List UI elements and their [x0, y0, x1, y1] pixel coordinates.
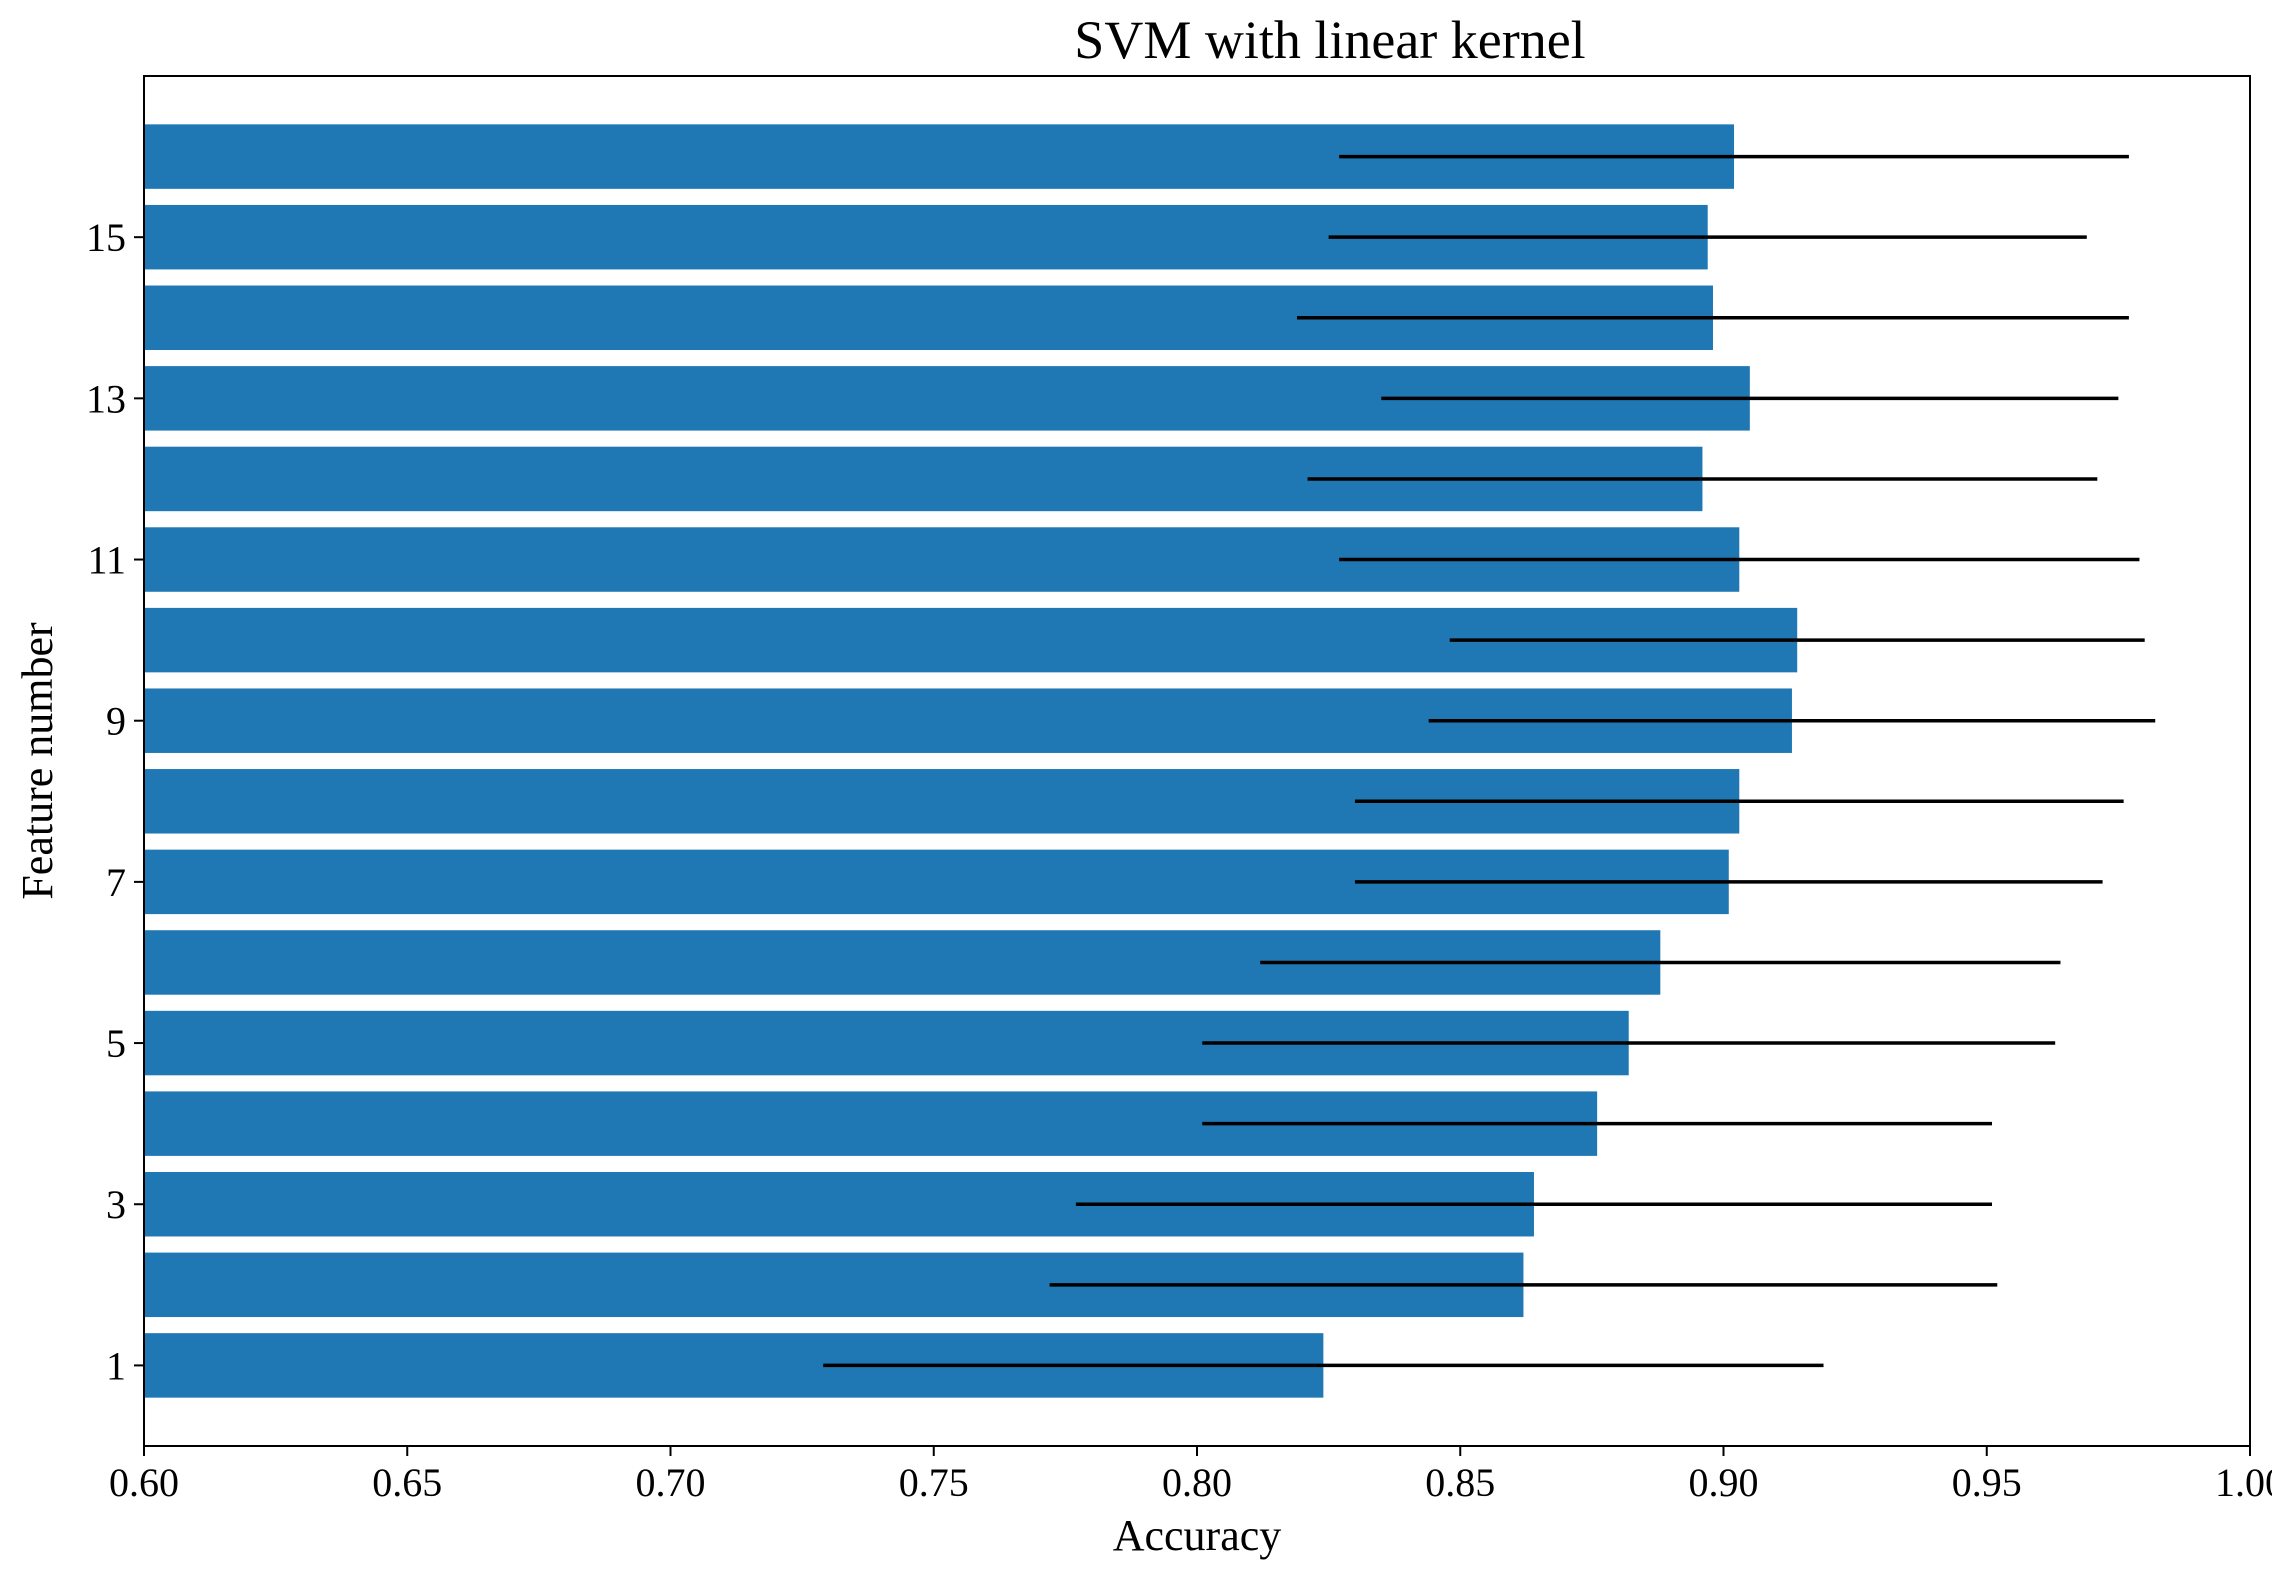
x-tick-label: 0.95: [1952, 1460, 2022, 1505]
y-tick-label: 3: [106, 1182, 126, 1227]
error-bars-layer: [823, 154, 2156, 1368]
y-tick-label: 11: [87, 538, 126, 583]
x-axis-ticks: 0.60 0.65 0.70 0.75 0.80 0.85 0.90 0.95 1.00: [109, 1446, 2272, 1505]
y-tick-label: 5: [106, 1021, 126, 1066]
y-tick-label: 9: [106, 699, 126, 744]
x-tick-label: 0.80: [1162, 1460, 1232, 1505]
x-tick-label: 0.90: [1689, 1460, 1759, 1505]
x-tick-label: 0.85: [1425, 1460, 1495, 1505]
x-tick-label: 0.70: [636, 1460, 706, 1505]
x-tick-label: 1.00: [2215, 1460, 2272, 1505]
chart-title: SVM with linear kernel: [1074, 10, 1585, 70]
x-tick-label: 0.65: [372, 1460, 442, 1505]
y-tick-label: 7: [106, 860, 126, 905]
bars-layer: [144, 124, 1798, 1398]
y-tick-label: 15: [86, 215, 126, 260]
x-axis-label: Accuracy: [1113, 1511, 1282, 1560]
x-tick-label: 0.60: [109, 1460, 179, 1505]
x-tick-label: 0.75: [899, 1460, 969, 1505]
y-tick-label: 1: [106, 1343, 126, 1388]
y-axis-label: Feature number: [13, 622, 62, 900]
plot-frame: [143, 75, 2251, 1447]
y-tick-label: 13: [86, 376, 126, 421]
